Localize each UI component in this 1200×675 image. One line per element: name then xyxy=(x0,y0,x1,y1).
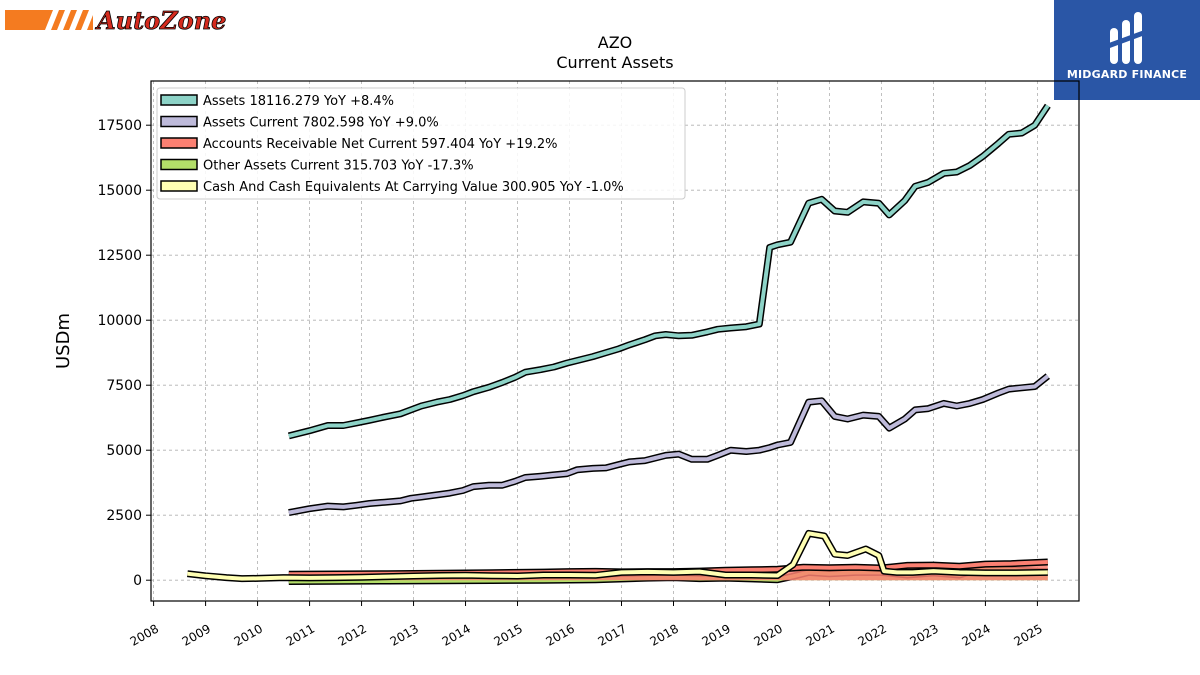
x-tick-label: 2020 xyxy=(752,621,785,648)
legend-entry: Assets 18116.279 YoY +8.4% xyxy=(203,94,394,109)
x-tick-label: 2022 xyxy=(855,621,888,648)
x-tick-label: 2016 xyxy=(544,621,577,648)
legend-entry: Other Assets Current 315.703 YoY -17.3% xyxy=(203,159,474,174)
x-tick-label: 2023 xyxy=(907,621,940,648)
y-axis-ticks: 0 2500 5000 7500 10000 12500 15000 17500 xyxy=(97,118,151,589)
plot-area-frame xyxy=(150,80,1080,602)
legend-entry: Assets Current 7802.598 YoY +9.0% xyxy=(203,116,439,131)
midgard-emblem-icon xyxy=(1107,12,1147,64)
y-tick-label: 12500 xyxy=(97,248,142,264)
autozone-logo-graphic: AutoZone xyxy=(5,6,227,35)
x-tick-label: 2014 xyxy=(440,621,473,648)
series-line-cash-and-cash-equivalents-at-carrying-value xyxy=(187,531,1048,581)
legend-box xyxy=(156,87,686,200)
x-tick-label: 2019 xyxy=(700,621,733,648)
legend-swatch xyxy=(160,180,198,192)
series-line-assets-current xyxy=(288,374,1050,515)
x-tick-label: 2013 xyxy=(388,621,421,648)
series-layer xyxy=(186,103,1051,585)
chart-subtitle: Current Assets xyxy=(556,53,673,72)
x-tick-label: 2010 xyxy=(232,621,265,648)
y-tick-label: 17500 xyxy=(97,118,142,134)
y-tick-label: 7500 xyxy=(106,378,142,394)
chart-title: AZO xyxy=(598,33,633,52)
x-tick-label: 2008 xyxy=(128,621,161,648)
autozone-logo: AutoZone xyxy=(5,6,233,35)
y-tick-label: 10000 xyxy=(97,313,142,329)
y-axis-label: USDm xyxy=(53,313,74,369)
x-axis-ticks: 2008 2009 2010 2011 2012 2013 2014 2015 2016 2017… xyxy=(128,601,1045,649)
series-outline-assets-current xyxy=(288,373,1050,517)
legend-swatch xyxy=(160,94,198,106)
x-tick-label: 2017 xyxy=(596,621,629,648)
legend-swatch xyxy=(160,158,198,171)
x-tick-label: 2009 xyxy=(180,621,213,648)
y-tick-label: 15000 xyxy=(97,183,142,199)
midgard-finance-text: MIDGARD FINANCE xyxy=(1066,68,1188,81)
x-tick-label: 2025 xyxy=(1011,621,1044,648)
x-tick-label: 2012 xyxy=(336,621,369,648)
x-tick-label: 2024 xyxy=(959,621,992,648)
legend-entry: Accounts Receivable Net Current 597.404 … xyxy=(203,137,558,152)
x-tick-label: 2021 xyxy=(803,621,836,648)
y-tick-label: 5000 xyxy=(106,443,142,459)
legend-swatch xyxy=(160,115,198,128)
legend-entry: Cash And Cash Equivalents At Carrying Va… xyxy=(203,180,624,195)
series-line-assets xyxy=(288,104,1050,438)
legend-swatch xyxy=(160,137,198,149)
x-tick-label: 2015 xyxy=(492,621,525,648)
y-tick-label: 2500 xyxy=(106,508,142,524)
midgard-finance-watermark: MIDGARD FINANCE xyxy=(1054,0,1200,100)
legend: Assets 18116.279 YoY +8.4% Assets Current… xyxy=(156,87,686,200)
x-tick-label: 2018 xyxy=(648,621,681,648)
y-tick-label: 0 xyxy=(133,573,142,589)
autozone-logo-text: AutoZone xyxy=(95,6,226,34)
x-tick-label: 2011 xyxy=(284,621,317,648)
